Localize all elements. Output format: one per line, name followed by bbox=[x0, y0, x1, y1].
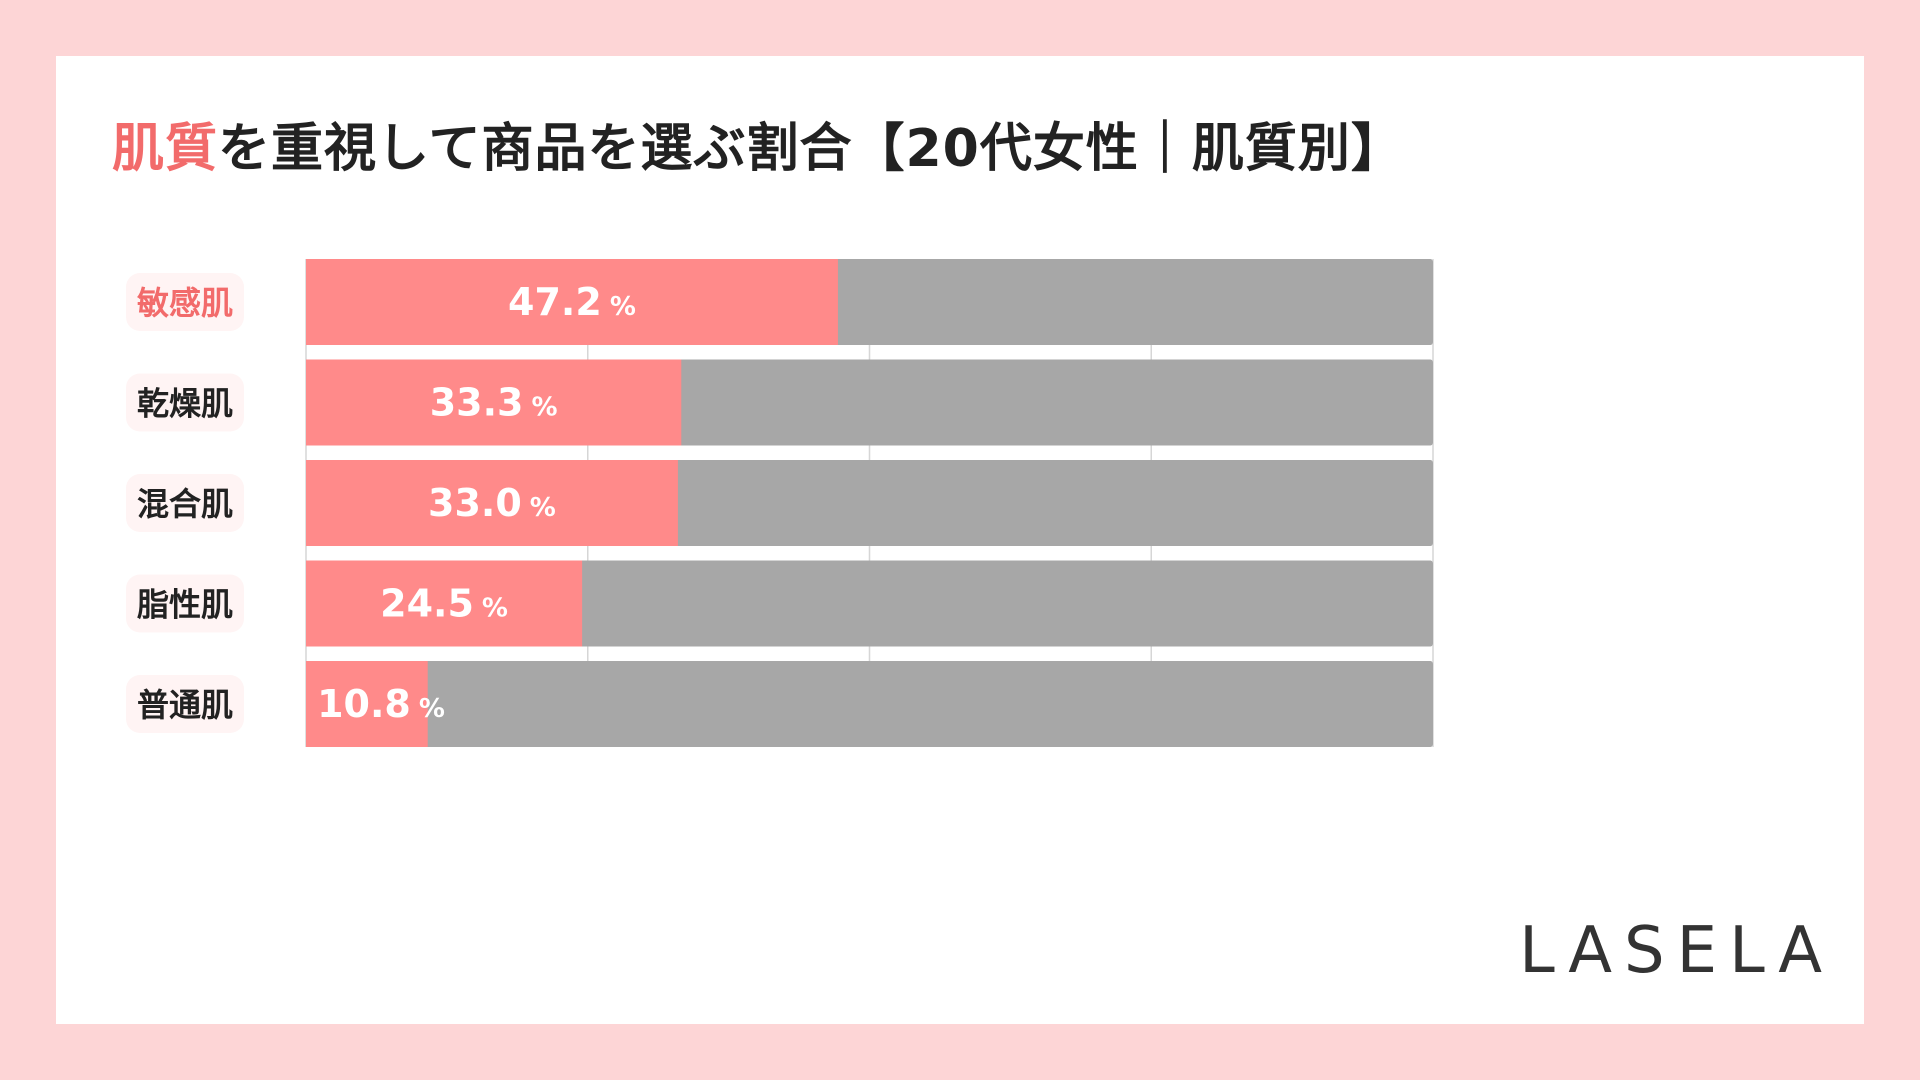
category-label-bg bbox=[126, 373, 244, 432]
category-label: 混合肌 bbox=[137, 485, 233, 523]
brand-logo: LASELA bbox=[1519, 914, 1834, 988]
category-label-bg bbox=[126, 474, 244, 532]
value-number: 10.8 bbox=[317, 682, 411, 726]
chart-title: 肌質を重視して商品を選ぶ割合【20代女性｜肌質別】 bbox=[112, 106, 1404, 181]
bar-chart: 敏感肌 47.2 % 乾燥肌 33.3 % 混合肌 33.0 % 脂性肌 24.5 % 普通肌 10.8% bbox=[126, 259, 1434, 747]
value-number: 33.0 bbox=[428, 481, 522, 525]
bar bbox=[306, 259, 838, 345]
category-label-bg bbox=[126, 574, 244, 633]
bar bbox=[306, 359, 682, 446]
category-label: 普通肌 bbox=[137, 686, 233, 724]
value-unit: % bbox=[482, 594, 508, 624]
category-label-bg bbox=[126, 273, 244, 331]
value-unit: % bbox=[419, 694, 445, 724]
value-unit: % bbox=[531, 393, 557, 423]
bar bbox=[306, 661, 428, 747]
value-label: 33.0% bbox=[428, 481, 556, 525]
value-unit: % bbox=[530, 493, 556, 523]
bar bbox=[306, 460, 678, 546]
category-label-bg bbox=[126, 675, 244, 733]
value-number: 33.3 bbox=[430, 381, 524, 425]
chart-title-rest: を重視して商品を選ぶ割合【20代女性｜肌質別】 bbox=[218, 119, 1404, 179]
bar-remainder-fill bbox=[307, 560, 1433, 647]
chart-card: 肌質を重視して商品を選ぶ割合【20代女性｜肌質別】 敏感肌 47.2% 乾燥肌 33.… bbox=[56, 56, 1864, 1024]
category-label: 脂性肌 bbox=[137, 586, 233, 624]
bar bbox=[306, 560, 583, 647]
value-unit: % bbox=[610, 292, 636, 322]
value-number: 24.5 bbox=[380, 582, 474, 626]
chart-title-accent: 肌質 bbox=[112, 119, 219, 179]
value-label: 24.5% bbox=[380, 582, 508, 626]
value-label: 33.3% bbox=[430, 381, 558, 425]
value-number: 47.2 bbox=[508, 280, 602, 324]
value-label: 10.8% bbox=[317, 682, 445, 726]
value-label: 47.2% bbox=[508, 280, 636, 324]
bar-remainder-fill bbox=[307, 661, 1433, 747]
category-label: 乾燥肌 bbox=[137, 385, 233, 423]
category-label: 敏感肌 bbox=[137, 284, 233, 322]
